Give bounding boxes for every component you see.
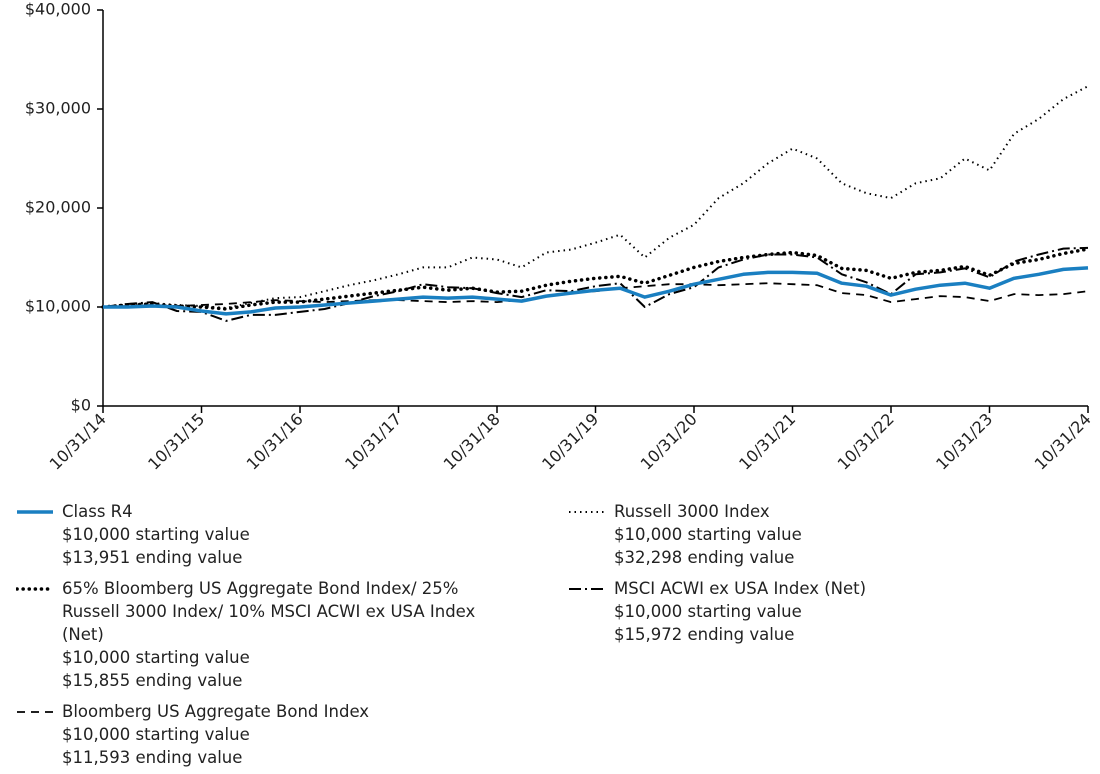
legend-swatch (17, 711, 53, 713)
legend-start-label: $10,000 starting value (62, 525, 250, 544)
y-tick-label: $10,000 (25, 297, 91, 316)
x-tick-label: 10/31/18 (440, 409, 504, 473)
legend-end-label: $15,972 ending value (614, 625, 795, 644)
x-tick-label: 10/31/15 (144, 409, 208, 473)
x-tick-label: 10/31/22 (834, 409, 898, 473)
legend-start-label: $10,000 starting value (614, 525, 802, 544)
legend-end-label: $11,593 ending value (62, 748, 243, 767)
legend-swatch (569, 588, 605, 590)
legend-swatch (569, 511, 605, 513)
y-tick-label: $40,000 (25, 0, 91, 19)
legend-swatch (17, 510, 53, 514)
legend-name: 65% Bloomberg US Aggregate Bond Index/ 2… (62, 579, 476, 644)
legend-name: Bloomberg US Aggregate Bond Index (62, 702, 370, 721)
series-line (102, 85, 1089, 309)
legend-end-label: $15,855 ending value (62, 671, 243, 690)
series-line (103, 266, 1089, 316)
chart: $0 $10,000 $20,000 $30,000 $40,000 10/31/14 10… (25, 0, 1095, 474)
legend-name: Russell 3000 Index (614, 502, 770, 521)
x-tick-label: 10/31/19 (538, 409, 602, 473)
legend-end-label: $32,298 ending value (614, 548, 795, 567)
y-tick-label: $20,000 (25, 198, 91, 217)
x-tick-label: 10/31/16 (243, 409, 307, 473)
legend-text: Class R4 $10,000 starting value $13,951 en… (62, 500, 492, 569)
legend-text: MSCI ACWI ex USA Index (Net) $10,000 star… (614, 577, 1054, 646)
legend-start-label: $10,000 starting value (62, 725, 250, 744)
legend-start-label: $10,000 starting value (614, 602, 802, 621)
legend-start-label: $10,000 starting value (62, 648, 250, 667)
legend-text: Russell 3000 Index $10,000 starting value… (614, 500, 1054, 569)
y-tick-label: $0 (71, 396, 91, 415)
x-tick-label: 10/31/23 (932, 409, 996, 473)
legend-end-label: $13,951 ending value (62, 548, 243, 567)
legend-text: Bloomberg US Aggregate Bond Index $10,000… (62, 700, 492, 769)
x-tick-label: 10/31/14 (46, 409, 110, 473)
legend-name: MSCI ACWI ex USA Index (Net) (614, 579, 867, 598)
legend-text: 65% Bloomberg US Aggregate Bond Index/ 2… (62, 577, 492, 692)
series-line (102, 246, 1089, 322)
x-tick-label: 10/31/20 (637, 409, 701, 473)
y-tick-label: $30,000 (25, 99, 91, 118)
x-tick-label: 10/31/21 (735, 409, 799, 473)
x-tick-label: 10/31/24 (1031, 409, 1095, 473)
x-tick-label: 10/31/17 (341, 409, 405, 473)
legend-swatch (16, 587, 55, 591)
series-line (101, 247, 1090, 311)
legend-name: Class R4 (62, 502, 133, 521)
